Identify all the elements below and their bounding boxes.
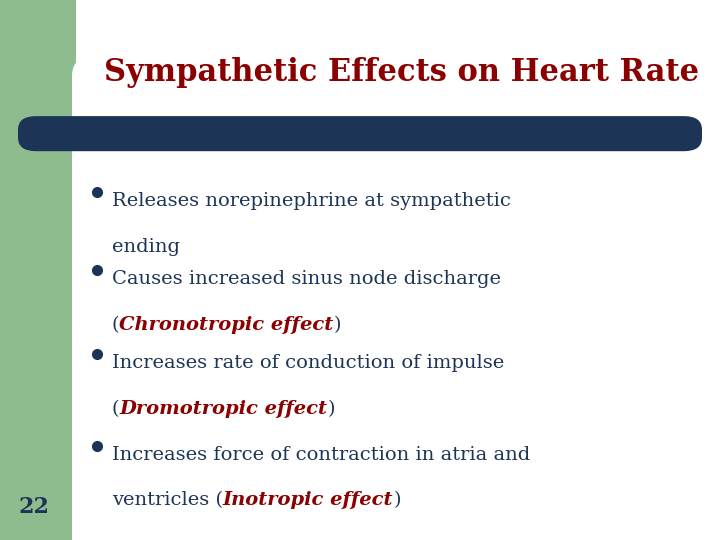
Text: (: ( (112, 316, 120, 334)
Text: 22: 22 (18, 496, 49, 518)
Bar (72, 497, 720, 540)
Text: ending: ending (112, 238, 179, 255)
Text: ): ) (327, 400, 335, 417)
FancyBboxPatch shape (18, 116, 702, 151)
Text: Releases norepinephrine at sympathetic: Releases norepinephrine at sympathetic (112, 192, 510, 210)
Text: Causes increased sinus node discharge: Causes increased sinus node discharge (112, 270, 500, 288)
Text: Increases rate of conduction of impulse: Increases rate of conduction of impulse (112, 354, 504, 372)
FancyBboxPatch shape (72, 54, 720, 540)
Bar (0, 0, 76, 540)
Text: Chronotropic effect: Chronotropic effect (120, 316, 333, 334)
Text: Dromotropic effect: Dromotropic effect (120, 400, 327, 417)
Text: ): ) (333, 316, 341, 334)
Text: ): ) (393, 491, 401, 509)
Text: (: ( (112, 400, 120, 417)
Text: ventricles (: ventricles ( (112, 491, 222, 509)
Text: Inotropic effect: Inotropic effect (222, 491, 393, 509)
Text: Increases force of contraction in atria and: Increases force of contraction in atria … (112, 446, 530, 463)
Text: Sympathetic Effects on Heart Rate: Sympathetic Effects on Heart Rate (104, 57, 700, 87)
